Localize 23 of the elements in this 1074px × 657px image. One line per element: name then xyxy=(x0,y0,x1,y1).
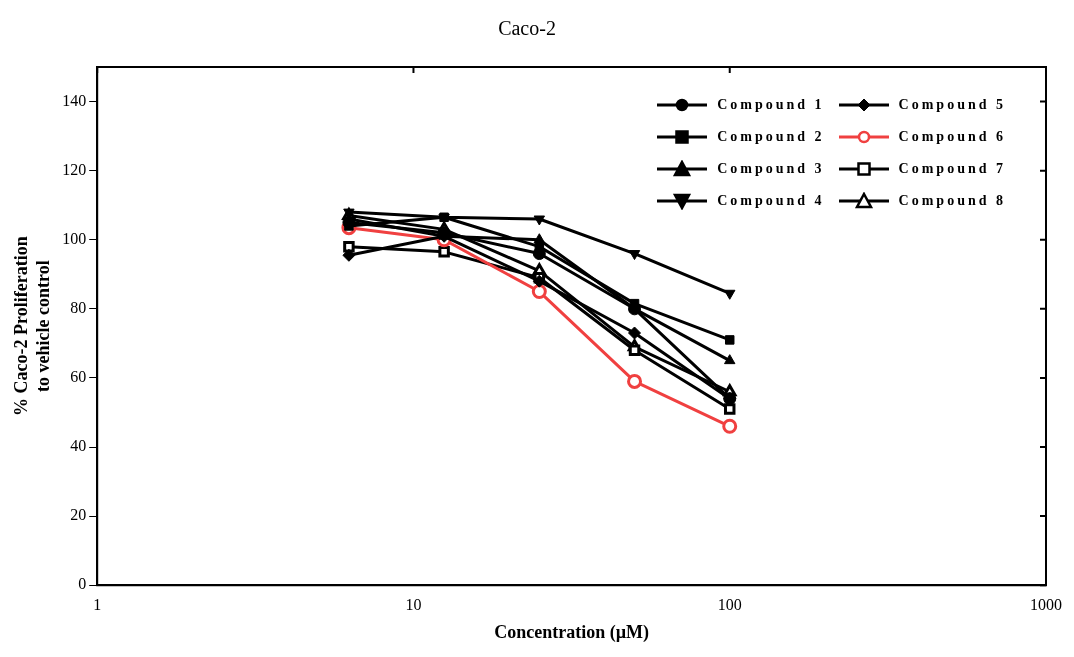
x-tick-label: 1000 xyxy=(1030,596,1062,613)
y-tick-label: 100 xyxy=(62,229,87,247)
legend-label: Compound 7 xyxy=(898,161,1006,177)
legend-label: Compound 5 xyxy=(898,97,1006,113)
legend-label: Compound 1 xyxy=(717,97,825,113)
y-tick-label: 20 xyxy=(70,506,87,524)
y-tick-label: 60 xyxy=(70,368,87,386)
y-tick-label: 0 xyxy=(78,575,87,593)
y-axis-title: % Caco-2 Proliferation to vehicle control xyxy=(11,236,54,416)
chart-title: Caco-2 xyxy=(498,17,556,40)
x-axis-title: Concentration (µM) xyxy=(494,621,650,643)
x-tick-label: 1 xyxy=(93,596,102,613)
y-tick-label: 40 xyxy=(70,437,87,455)
x-tick-label: 10 xyxy=(405,596,422,613)
legend-label: Compound 6 xyxy=(898,129,1006,145)
y-tick-label: 120 xyxy=(62,160,87,178)
x-tick-label: 100 xyxy=(717,596,742,613)
legend-label: Compound 2 xyxy=(717,129,825,145)
legend-label: Compound 4 xyxy=(717,193,825,209)
y-tick-label: 80 xyxy=(70,299,87,317)
legend-label: Compound 8 xyxy=(898,193,1006,209)
y-tick-label: 140 xyxy=(62,91,87,109)
legend-label: Compound 3 xyxy=(717,161,825,177)
